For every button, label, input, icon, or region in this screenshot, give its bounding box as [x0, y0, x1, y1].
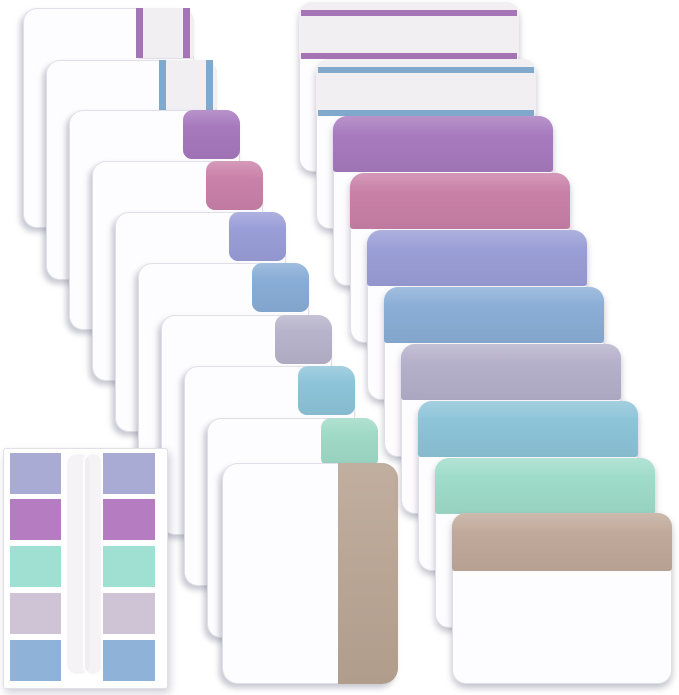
- color-band: [452, 513, 672, 571]
- header-stripe: [318, 110, 534, 116]
- color-band: [418, 401, 638, 457]
- tab-swatch: [103, 546, 155, 587]
- header-stripe: [318, 67, 534, 73]
- color-tab: [298, 366, 355, 415]
- color-tab: [183, 110, 240, 159]
- color-tab: [321, 418, 378, 467]
- index-card: [222, 463, 398, 684]
- tab-sample-sheet: [3, 448, 168, 689]
- color-band: [350, 173, 570, 229]
- striped-header: [299, 2, 519, 59]
- index-card: [452, 513, 672, 684]
- header-stripe: [301, 53, 517, 59]
- tab-swatch: [10, 593, 61, 634]
- tab-stripe: [159, 60, 166, 110]
- striped-tab: [159, 60, 217, 111]
- color-tab: [229, 212, 286, 261]
- header-stripe: [301, 10, 517, 16]
- striped-tab: [136, 8, 194, 59]
- color-band: [384, 287, 604, 343]
- striped-header: [316, 59, 536, 116]
- color-tab: [252, 263, 309, 312]
- tab-swatch: [103, 593, 155, 634]
- clear-tab-strip: [83, 452, 103, 676]
- tab-stripe: [206, 60, 213, 110]
- color-band: [401, 344, 621, 400]
- tab-stripe: [183, 8, 190, 58]
- color-band-vertical: [338, 463, 398, 684]
- color-band: [367, 230, 587, 286]
- tab-swatch: [10, 499, 61, 540]
- tab-stripe: [136, 8, 143, 58]
- color-band: [435, 458, 655, 514]
- tab-swatch: [10, 640, 61, 681]
- color-tab: [275, 315, 332, 364]
- tab-swatch: [103, 453, 155, 494]
- tab-swatch: [103, 499, 155, 540]
- tab-swatch: [103, 640, 155, 681]
- tab-swatch: [10, 546, 61, 587]
- tab-swatch: [10, 453, 61, 494]
- color-band: [333, 116, 553, 172]
- color-tab: [206, 161, 263, 210]
